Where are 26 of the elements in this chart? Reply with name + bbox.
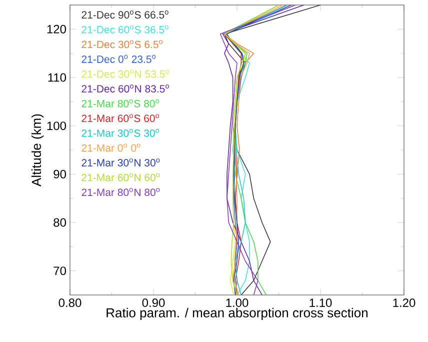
y-tick-label: 120 (47, 24, 66, 34)
text: 21-Dec 0$^{o}$ 23.5$^{o}$ (82, 54, 156, 63)
x-tick-label: 1.10 (310, 298, 332, 308)
text: 21-Mar 30$^{o}$N 30$^{o}$ (82, 158, 160, 166)
text: 21-Mar 60$^{o}$S 60$^{o}$ (82, 114, 160, 122)
text: 21-Dec 30$^{o}$S 6.5$^{o}$ (82, 40, 163, 48)
y-tick-label: 90 (54, 170, 66, 178)
text: 21-Dec 30$^{o}$N 53.5$^{o}$ (82, 70, 169, 78)
x-tick-label: 0.90 (142, 298, 165, 308)
text: 21-Dec 60$^{o}$S 36.5$^{o}$ (82, 25, 168, 34)
y-tick-label: 70 (54, 266, 66, 276)
x-tick-label: 1.00 (226, 298, 248, 308)
text: 21-Mar 60$^{o}$N 60$^{o}$ (82, 173, 160, 182)
text: 21-Dec 90$^{o}$S 66.5$^{o}$ (82, 10, 168, 19)
x-tick-label: 0.80 (58, 298, 82, 308)
text: 21-Mar 80$^{o}$N 80$^{o}$ (82, 188, 160, 196)
text: 21-Mar 30$^{o}$S 30$^{o}$ (82, 128, 160, 137)
x-axis-title: Ratio param. / mean absorption cross section (106, 308, 368, 320)
y-tick-label: 100 (47, 122, 66, 130)
text: 21-Dec 60$^{o}$N 83.5$^{o}$ (82, 84, 169, 93)
x-tick-label: 1.20 (393, 298, 416, 308)
y-tick-label: 110 (48, 73, 66, 82)
text: 21-Mar 80$^{o}$S 80$^{o}$ (82, 99, 160, 108)
y-axis-title: Altitude (km) (31, 114, 44, 186)
text: 21-Mar 0$^{o}$ 0$^{o}$ (82, 144, 140, 152)
y-tick-label: 80 (54, 218, 66, 227)
